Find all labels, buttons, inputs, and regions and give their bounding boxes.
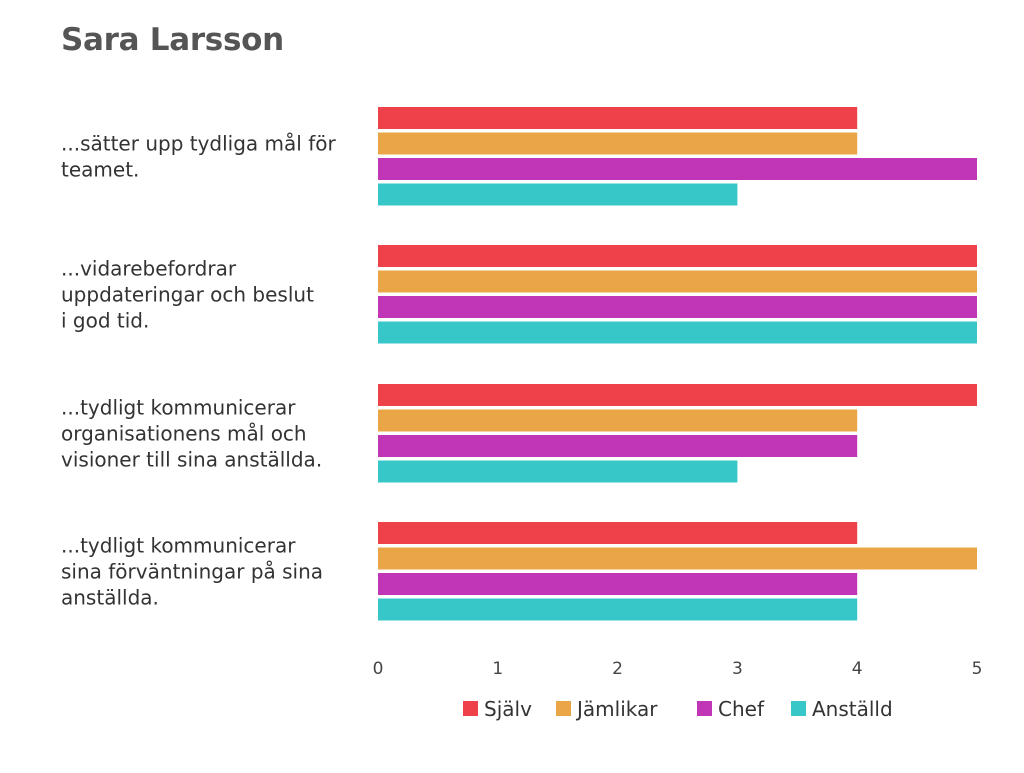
bar-jämlikar-2: [378, 270, 977, 293]
bars-group: [378, 107, 977, 621]
legend-swatch-chef: [697, 701, 712, 716]
bar-själv-2: [378, 245, 977, 267]
bar-chef-4: [378, 573, 858, 595]
legend-item-anställd: Anställd: [791, 697, 893, 721]
bar-jämlikar-4: [378, 547, 977, 570]
legend-item-chef: Chef: [697, 697, 765, 721]
x-tick-label-3: 3: [732, 659, 743, 679]
bar-chef-3: [378, 435, 858, 457]
bar-själv-3: [378, 384, 977, 406]
category-labels: ...sätter upp tydliga mål för teamet. ...v…: [61, 131, 336, 609]
x-tick-label-2: 2: [612, 659, 623, 679]
legend-swatch-jämlikar: [556, 701, 571, 716]
legend-swatch-anställd: [791, 701, 806, 716]
bar-anställd-3: [378, 460, 738, 483]
legend-label-jämlikar: Jämlikar: [575, 697, 658, 721]
bar-anställd-4: [378, 598, 858, 621]
x-tick-label-0: 0: [373, 659, 384, 679]
category-label-2: ...vidarebefordrar uppdateringar och besl…: [61, 256, 314, 332]
bar-själv-1: [378, 107, 858, 129]
bar-själv-4: [378, 522, 858, 544]
legend-label-anställd: Anställd: [812, 697, 893, 721]
bar-jämlikar-3: [378, 409, 858, 432]
x-axis-ticks: 0 1 2 3 4 5: [373, 659, 983, 679]
legend-item-jämlikar: Jämlikar: [556, 697, 658, 721]
bar-anställd-2: [378, 321, 977, 344]
chart-title: Sara Larsson: [61, 22, 284, 58]
category-label-3: ...tydligt kommunicerar organisationens m…: [61, 395, 322, 471]
legend-swatch-själv: [463, 701, 478, 716]
bar-chef-1: [378, 158, 977, 180]
legend-item-själv: Själv: [463, 697, 532, 721]
legend-label-själv: Själv: [484, 697, 532, 721]
x-tick-label-4: 4: [852, 659, 863, 679]
category-label-1: ...sätter upp tydliga mål för teamet.: [61, 131, 336, 181]
x-tick-label-5: 5: [972, 659, 983, 679]
x-tick-label-1: 1: [492, 659, 503, 679]
category-label-4: ...tydligt kommunicerar sina förväntninga…: [61, 533, 323, 609]
legend-label-chef: Chef: [718, 697, 765, 721]
bar-chef-2: [378, 296, 977, 318]
bar-jämlikar-1: [378, 132, 858, 155]
legend: Själv Jämlikar Chef Anställd: [463, 697, 893, 721]
bar-anställd-1: [378, 183, 738, 206]
